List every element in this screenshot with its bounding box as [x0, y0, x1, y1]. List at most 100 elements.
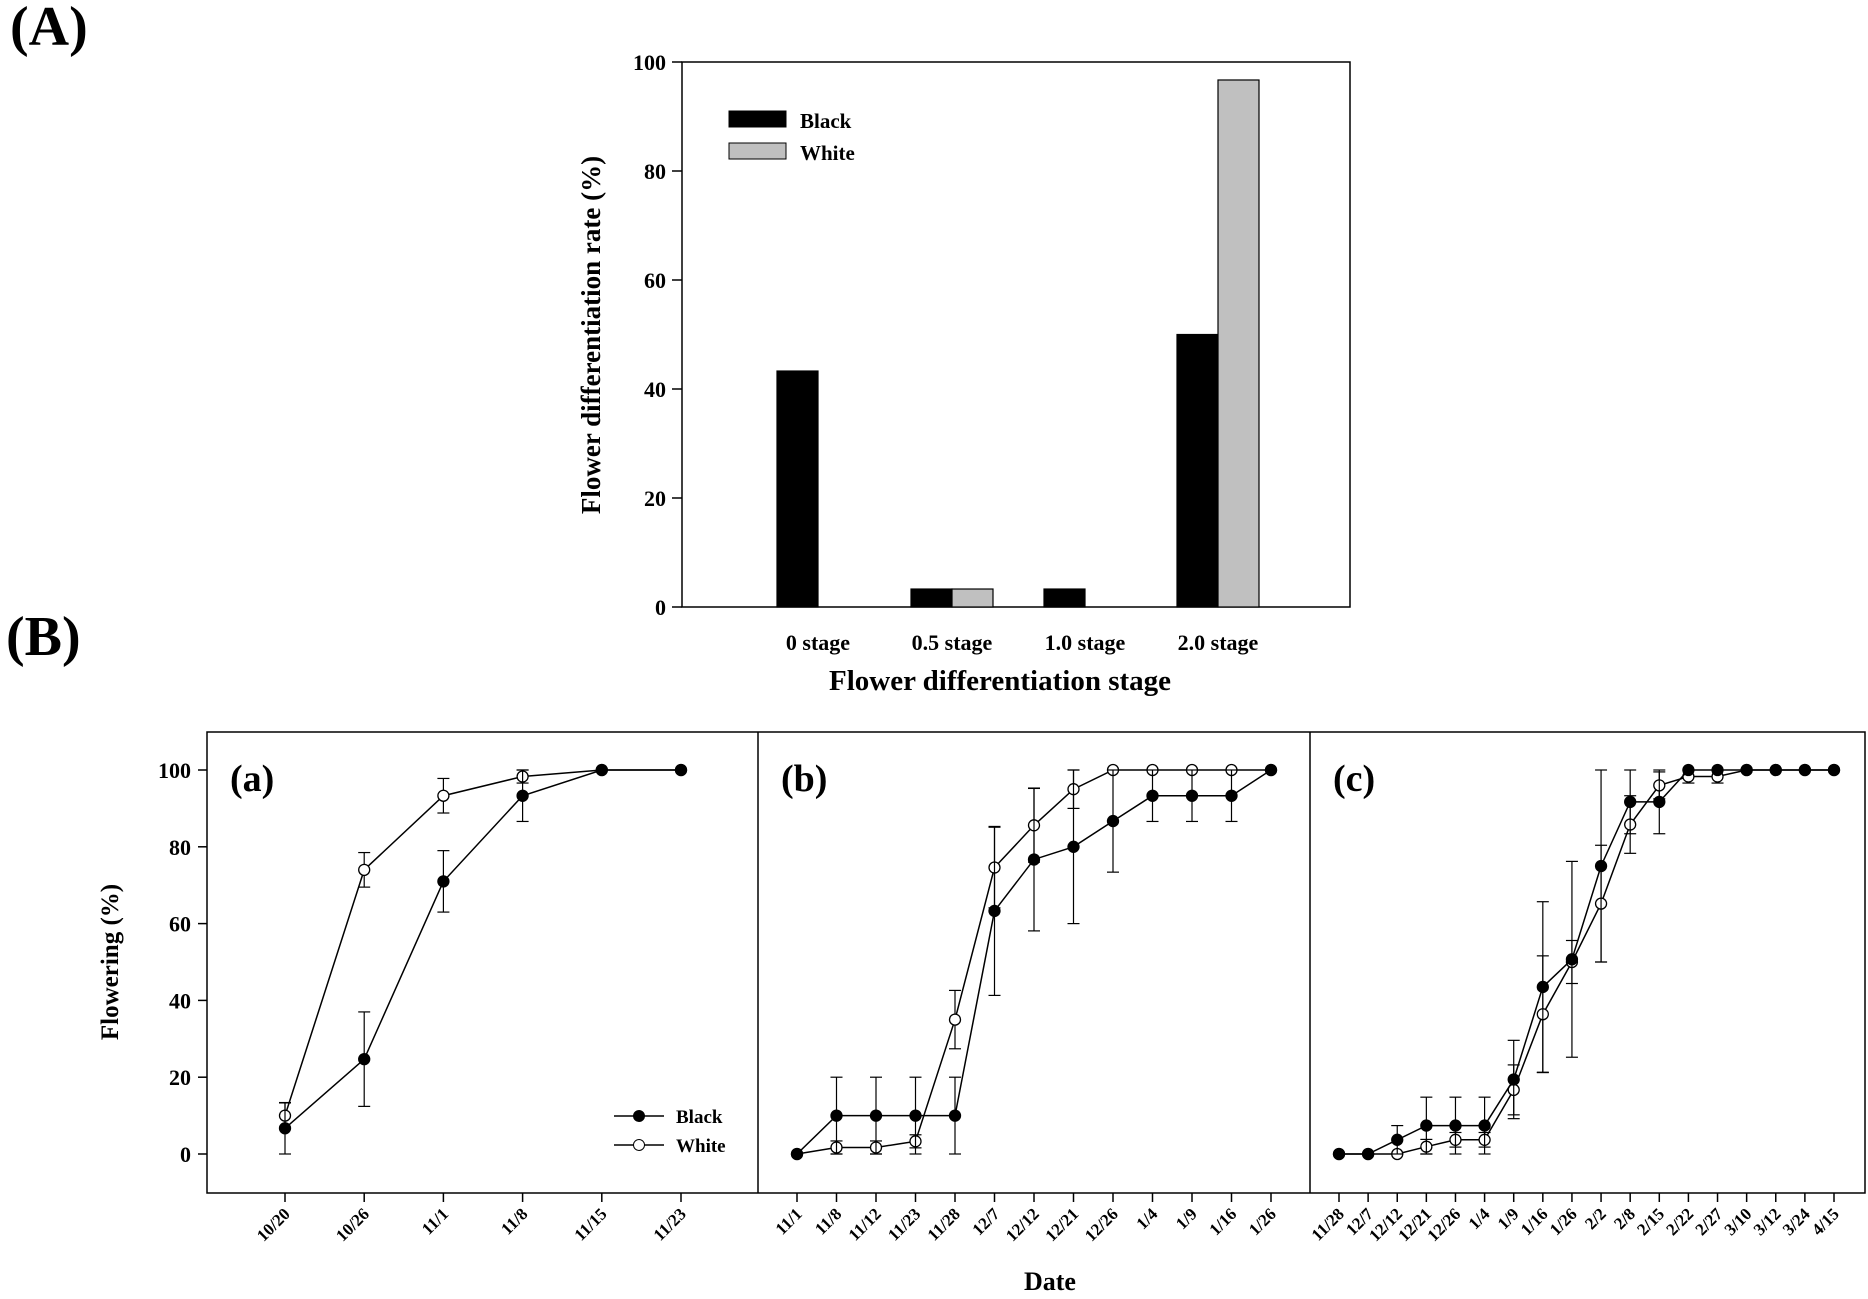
legend-a-black-label: Black	[800, 109, 852, 133]
x-tick-label-b: 1/4	[1465, 1204, 1494, 1233]
y-tick-label-a: 80	[644, 159, 666, 184]
series-black-c	[1332, 763, 1841, 1161]
series-line	[284, 769, 681, 1116]
data-point-black	[1798, 763, 1812, 777]
y-tick-label-b: 20	[169, 1065, 191, 1090]
data-point-black	[1624, 795, 1637, 809]
y-tick-label-b: 40	[169, 988, 191, 1013]
x-tick-label-b: 12/26	[1423, 1204, 1464, 1245]
x-tick-label-b: 11/8	[811, 1204, 845, 1238]
x-tick-label-b: 11/15	[570, 1204, 610, 1244]
bar-black-2	[1043, 588, 1086, 608]
x-tick-label-b: 12/26	[1081, 1204, 1122, 1245]
x-tick-label-b: 2/27	[1692, 1204, 1727, 1239]
data-point-black	[948, 1109, 962, 1122]
data-point-black	[1682, 763, 1695, 777]
x-tick-label-a: 0 stage	[786, 630, 850, 655]
data-point-black	[1565, 953, 1579, 966]
legend-b-white-label: White	[676, 1136, 726, 1157]
x-tick-label-b: 2/15	[1633, 1204, 1668, 1239]
legend-a-white-swatch	[728, 142, 787, 160]
data-point-black	[1653, 795, 1666, 809]
legend-a-black-swatch	[728, 110, 787, 128]
plot-frame-b	[206, 731, 1866, 1194]
legend-b-black-label: Black	[676, 1107, 723, 1128]
data-point-black	[1536, 980, 1549, 994]
y-tick-label-a: 20	[644, 486, 666, 511]
data-point-black	[1449, 1119, 1462, 1132]
legend-b-white-marker	[633, 1139, 645, 1151]
bars-a	[776, 79, 1260, 608]
data-point-black	[1264, 763, 1278, 777]
data-point-black	[1420, 1119, 1433, 1132]
x-tick-label-b: 11/23	[650, 1204, 690, 1244]
x-tick-label-b: 1/4	[1133, 1204, 1162, 1233]
x-tick-label-b: 2/2	[1581, 1204, 1610, 1233]
y-axis-a: 0 20 40 60 80 100	[633, 50, 682, 620]
y-tick-label-b: 80	[169, 835, 191, 860]
data-point-black	[1146, 789, 1159, 802]
y-axis-title-b: Flowering (%)	[97, 884, 124, 1040]
y-tick-label-b: 100	[158, 758, 191, 783]
panel-a-label: (A)	[10, 0, 88, 58]
x-tick-label-b: 1/26	[1245, 1204, 1280, 1239]
data-point-black	[1507, 1073, 1520, 1086]
data-point-black	[1769, 763, 1782, 777]
series-white-a	[278, 763, 688, 1129]
y-tick-label-a: 40	[644, 377, 666, 402]
panel-b-label: (B)	[6, 606, 81, 668]
x-axis-title-b: Date	[1024, 1267, 1076, 1296]
legend-a: Black White	[728, 109, 855, 165]
panels-b: 10/20 10/26 11/1 11/8 11/15 11/23 11/1 11/8 11/1…	[253, 763, 1843, 1245]
y-axis-title-a: Flower differentiation rate (%)	[576, 156, 606, 514]
legend-a-white-label: White	[800, 141, 855, 165]
series-line	[284, 769, 681, 1129]
panel-label-b: (b)	[781, 758, 827, 800]
data-point-black	[988, 904, 1001, 918]
data-point-white	[948, 1013, 962, 1026]
series-black-b	[790, 763, 1278, 1161]
data-point-black	[1478, 1119, 1491, 1132]
data-point-black	[1711, 763, 1724, 777]
data-point-black	[1827, 763, 1841, 777]
panel-a: 10/20 10/26 11/1 11/8 11/15 11/23	[253, 763, 690, 1245]
data-point-black	[1361, 1147, 1375, 1161]
bar-black-1	[910, 588, 953, 608]
series-line	[1339, 769, 1834, 1155]
y-tick-label-b: 60	[169, 912, 191, 937]
data-point-white	[437, 789, 450, 802]
legend-b: Black White	[614, 1107, 726, 1157]
x-tick-label-b: 11/1	[772, 1204, 806, 1238]
data-point-black	[830, 1109, 843, 1122]
data-point-black	[358, 1053, 371, 1066]
data-point-black	[869, 1109, 883, 1122]
x-tick-label-b: 11/8	[497, 1204, 531, 1238]
x-tick-label-b: 11/28	[1308, 1204, 1348, 1244]
panel-label-a: (a)	[230, 758, 274, 800]
bar-white-1	[951, 588, 994, 608]
x-tick-label-a: 0.5 stage	[912, 630, 993, 655]
data-point-black	[790, 1147, 804, 1161]
series-black-a	[278, 763, 688, 1155]
data-point-black	[674, 763, 688, 777]
data-point-black	[1391, 1133, 1404, 1146]
data-point-black	[595, 763, 608, 777]
data-point-black	[1225, 789, 1238, 802]
y-tick-label-b: 0	[180, 1142, 191, 1167]
y-axis-b: 0 20 40 60 80 100	[158, 758, 207, 1167]
x-tick-label-b: 1/16	[1517, 1204, 1552, 1239]
x-tick-label-b: 3/24	[1779, 1204, 1814, 1239]
x-tick-label-b: 4/15	[1808, 1204, 1843, 1239]
panel-label-c: (c)	[1333, 758, 1375, 800]
x-tick-label-b: 11/23	[884, 1204, 924, 1244]
y-tick-label-a: 100	[633, 50, 666, 75]
x-tick-label-b: 10/26	[332, 1204, 373, 1245]
x-tick-label-a: 2.0 stage	[1178, 630, 1259, 655]
x-tick-label-b: 2/22	[1662, 1204, 1697, 1239]
x-tick-label-b: 10/20	[253, 1204, 294, 1245]
x-axis-title-a: Flower differentiation stage	[829, 665, 1171, 697]
x-tick-label-b: 11/12	[845, 1204, 885, 1244]
